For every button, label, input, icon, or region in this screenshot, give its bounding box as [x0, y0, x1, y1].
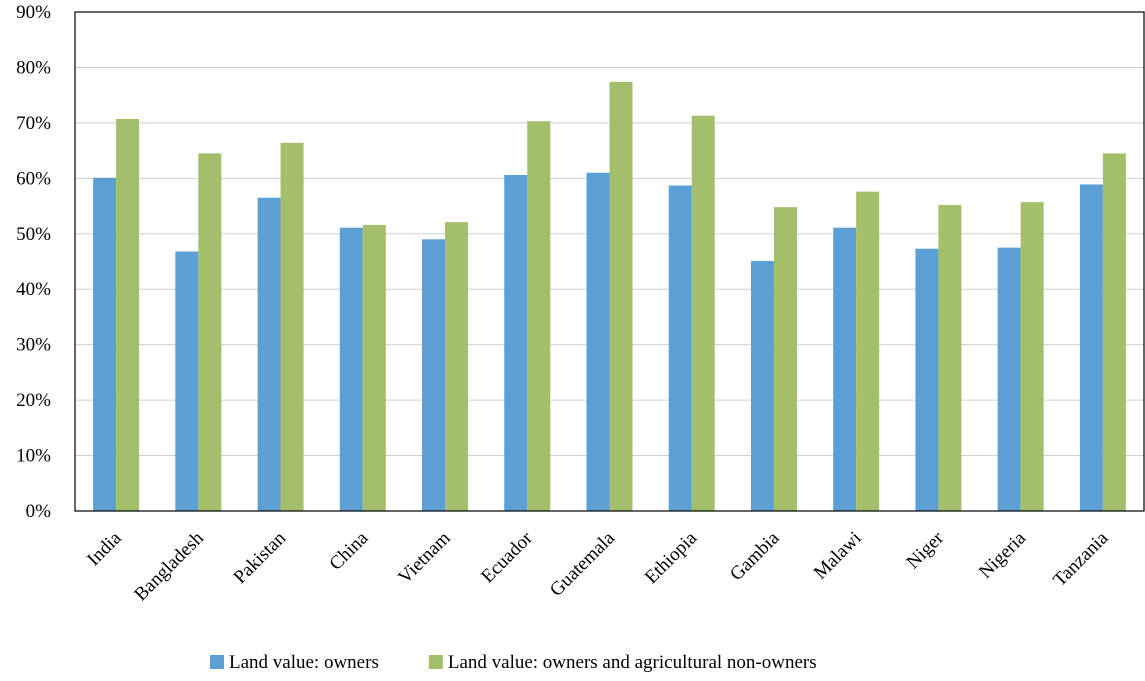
x-tick-label: Nigeria	[975, 527, 1031, 583]
x-tick-label: Niger	[903, 527, 949, 573]
bar	[938, 204, 962, 512]
legend-label: Land value: owners	[229, 652, 379, 673]
y-tick-label: 20%	[16, 390, 51, 411]
bar	[1102, 153, 1126, 511]
y-tick-label: 80%	[16, 57, 51, 78]
bar	[280, 142, 304, 512]
legend-swatch	[428, 655, 443, 669]
y-tick-label: 10%	[16, 446, 51, 467]
bar	[527, 121, 551, 511]
legend-label: Land value: owners and agricultural non-…	[448, 652, 817, 673]
bar	[1079, 184, 1103, 511]
bar	[175, 251, 199, 511]
x-tick-label: Bangladesh	[130, 527, 208, 605]
bar	[116, 119, 140, 511]
y-tick-label: 50%	[16, 224, 51, 245]
x-tick-label: Vietnam	[394, 528, 454, 588]
x-tick-label: Pakistan	[230, 527, 291, 588]
x-tick-label: India	[83, 527, 126, 570]
bar	[997, 247, 1021, 511]
y-tick-label: 60%	[16, 168, 51, 189]
y-tick-label: 40%	[16, 279, 51, 300]
x-tick-label: Ethiopia	[641, 527, 702, 588]
bar	[609, 81, 633, 512]
x-tick-label: Ecuador	[477, 527, 537, 587]
plot-border	[74, 11, 1145, 512]
bar	[93, 177, 117, 512]
bar	[198, 153, 222, 511]
bar	[668, 185, 692, 511]
bar	[1020, 202, 1044, 511]
x-tick-label: Guatemala	[546, 527, 619, 600]
bar	[422, 239, 446, 512]
bar	[833, 227, 857, 511]
x-tick-label: Gambia	[726, 527, 784, 585]
bar	[915, 248, 939, 511]
y-tick-label: 70%	[16, 113, 51, 134]
bar	[504, 175, 528, 512]
bar	[257, 197, 281, 511]
bar	[691, 115, 715, 511]
legend-swatch	[210, 655, 224, 669]
x-tick-label: Tanzania	[1049, 527, 1113, 591]
bar	[856, 191, 880, 511]
y-tick-label: 90%	[16, 2, 51, 23]
bar	[445, 222, 469, 511]
bar	[586, 172, 610, 512]
x-tick-label: Malawi	[810, 528, 866, 584]
bar	[773, 207, 797, 512]
bar	[339, 227, 363, 511]
y-tick-label: 30%	[16, 335, 51, 356]
y-tick-label: 0%	[26, 501, 52, 522]
bar	[362, 224, 386, 511]
bar	[750, 260, 774, 511]
x-tick-label: China	[325, 527, 372, 574]
